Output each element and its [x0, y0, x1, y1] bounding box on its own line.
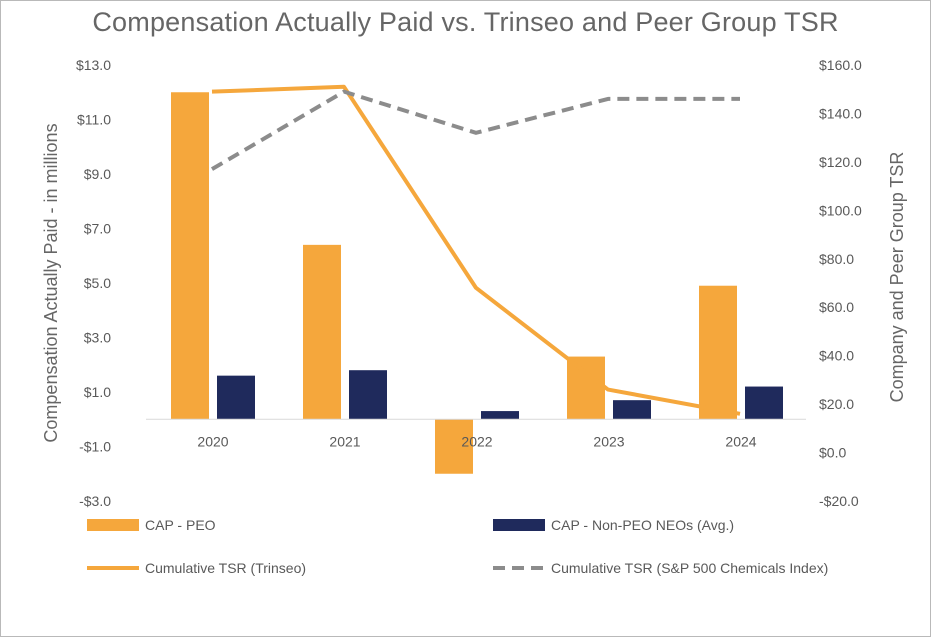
- y-tick-label: $7.0: [84, 221, 111, 237]
- y-axis-title: Compensation Actually Paid - in millions: [41, 123, 61, 442]
- legend-tsr-trinseo-label: Cumulative TSR (Trinseo): [145, 560, 306, 576]
- y2-tick-label: $80.0: [819, 251, 854, 267]
- y2-tick-label: $120.0: [819, 154, 862, 170]
- bar-cap-peo-2020: [171, 92, 209, 420]
- y-tick-label: $9.0: [84, 166, 111, 182]
- y2-tick-label: $100.0: [819, 202, 862, 218]
- y-tick-label: $11.0: [77, 112, 111, 128]
- y-tick-label: $13.0: [76, 57, 111, 73]
- x-tick-label: 2022: [461, 433, 492, 449]
- legend-cap-non-peo-label: CAP - Non-PEO NEOs (Avg.): [551, 517, 734, 533]
- y-tick-label: $1.0: [84, 384, 111, 400]
- chart-title: Compensation Actually Paid vs. Trinseo a…: [92, 7, 839, 37]
- bar-cap-non-peo-2023: [613, 400, 651, 420]
- y2-tick-label: $40.0: [819, 348, 854, 364]
- x-tick-label: 2021: [329, 433, 360, 449]
- bar-cap-peo-2024: [699, 285, 737, 420]
- y-tick-label: -$3.0: [79, 493, 111, 509]
- x-tick-label: 2024: [725, 433, 756, 449]
- line-tsr-trinseo: [211, 84, 741, 416]
- y2-tick-label: $60.0: [819, 299, 854, 315]
- bar-cap-non-peo-2020: [217, 375, 255, 420]
- line-tsr-sp500-chemicals: [210, 89, 740, 171]
- y2-tick-label: $20.0: [819, 396, 854, 412]
- x-tick-label: 2023: [593, 433, 624, 449]
- y2-axis-title: Company and Peer Group TSR: [887, 152, 907, 403]
- y2-tick-label: $160.0: [819, 57, 862, 73]
- bar-cap-peo-2023: [567, 356, 605, 420]
- y-tick-label: $3.0: [84, 330, 111, 346]
- y2-tick-label: $0.0: [819, 445, 846, 461]
- bar-cap-non-peo-2024: [745, 386, 783, 420]
- bar-cap-peo-2021: [303, 244, 341, 420]
- legend-tsr-sp500-label: Cumulative TSR (S&P 500 Chemicals Index): [551, 560, 828, 576]
- y-tick-label: -$1.0: [79, 439, 111, 455]
- legend-cap-peo-swatch: [87, 519, 139, 531]
- bar-cap-non-peo-2021: [349, 370, 387, 420]
- y-tick-label: $5.0: [84, 275, 111, 291]
- legend-cap-peo-label: CAP - PEO: [145, 517, 216, 533]
- y2-tick-label: $140.0: [819, 105, 862, 121]
- bar-cap-non-peo-2022: [481, 411, 519, 420]
- x-tick-label: 2020: [197, 433, 228, 449]
- y2-tick-label: -$20.0: [819, 493, 859, 509]
- legend-cap-non-peo-swatch: [493, 519, 545, 531]
- bar-cap-peo-2022: [435, 419, 473, 474]
